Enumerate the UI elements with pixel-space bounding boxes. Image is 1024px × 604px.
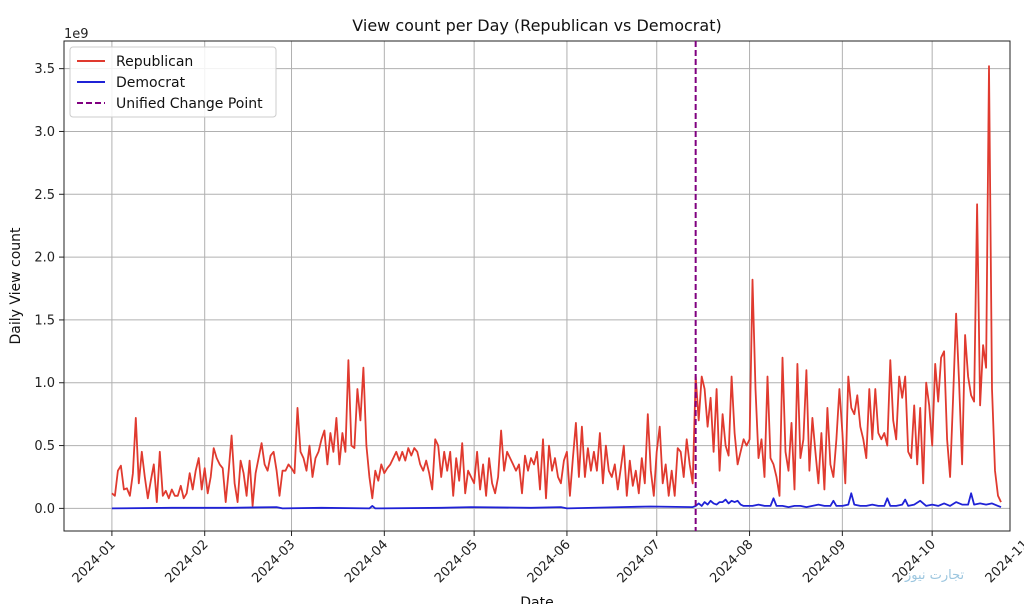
legend-label-democrat: Democrat [116, 75, 186, 91]
series-line-democrat [111, 492, 1002, 510]
y-tick-label: 2.5 [34, 188, 55, 203]
y-axis-label: Daily View count [8, 227, 24, 345]
y-tick-label: 3.5 [34, 62, 55, 77]
series-lines [111, 65, 1002, 510]
plot-frame [63, 40, 1011, 532]
y-tick-label: 1.5 [34, 313, 55, 328]
y-tick-label: 0.5 [34, 439, 55, 454]
chart-title: View count per Day (Republican vs Democr… [352, 16, 721, 35]
y-axis: 0.0 0.5 1.0 1.5 2.0 2.5 3.0 3.5 [34, 62, 64, 517]
x-axis-label: Date [520, 595, 553, 604]
legend-box [69, 46, 277, 118]
watermark: تجارت نیوز [904, 568, 965, 583]
legend: Republican Democrat Unified Change Point [69, 46, 277, 118]
y-scale-label: 1e9 [64, 27, 89, 42]
y-tick-label: 0.0 [34, 502, 55, 517]
y-tick-label: 3.0 [34, 125, 55, 140]
legend-label-republican: Republican [116, 54, 193, 70]
series-line-republican [111, 65, 1002, 507]
legend-label-change-point: Unified Change Point [116, 96, 263, 112]
y-tick-label: 2.0 [34, 251, 55, 266]
y-tick-label: 1.0 [34, 376, 55, 391]
